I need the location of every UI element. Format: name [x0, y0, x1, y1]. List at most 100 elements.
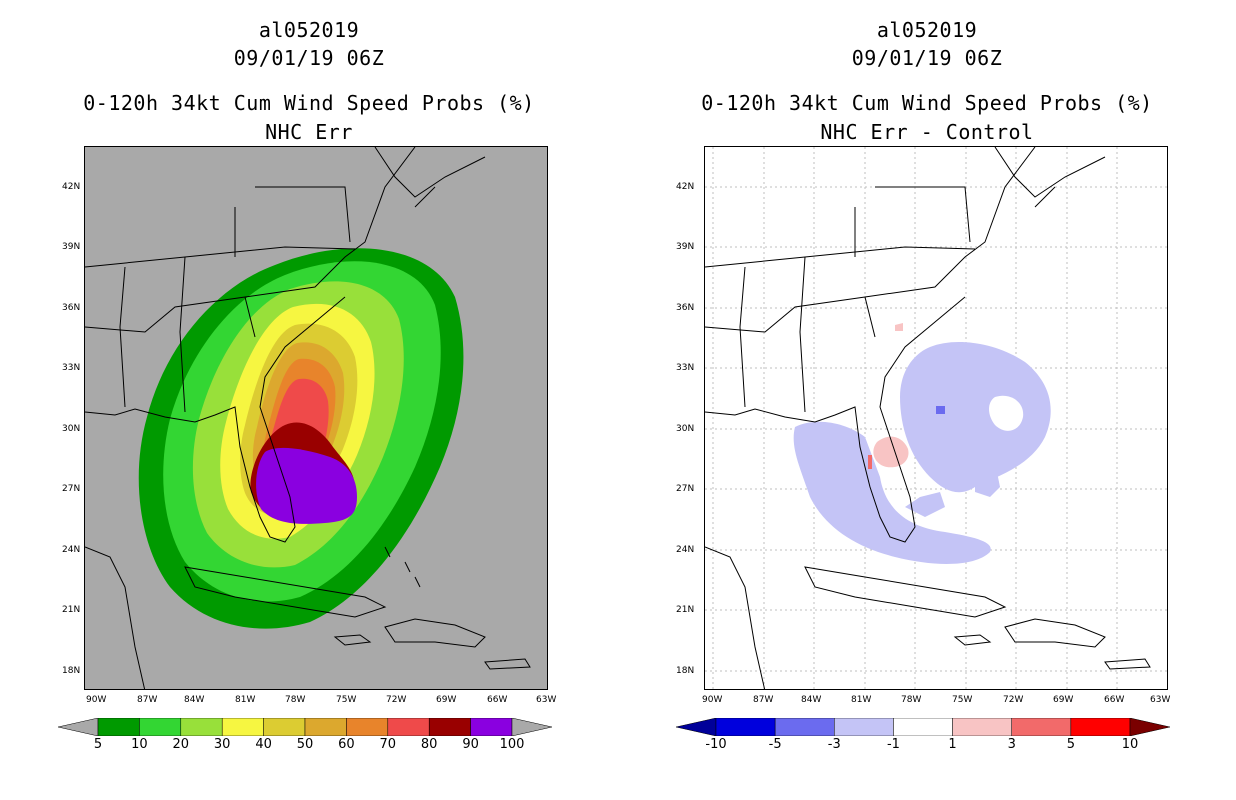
- colorbar-swatch: [139, 718, 182, 736]
- colorbar-label: 10: [131, 737, 148, 752]
- colorbar-swatch: [774, 718, 835, 736]
- left-panel: al052019 09/01/19 06Z 0-120h 34kt Cum Wi…: [58, 18, 557, 752]
- colorbar-swatch: [180, 718, 223, 736]
- right-panel: al052019 09/01/19 06Z 0-120h 34kt Cum Wi…: [618, 0, 1236, 800]
- colorbar-label: -1: [886, 737, 900, 752]
- colorbar-label: -10: [705, 737, 727, 752]
- colorbar-swatches: [58, 718, 552, 736]
- lon-label: 69W: [1053, 695, 1074, 705]
- lat-label: 18N: [676, 666, 695, 676]
- colorbar-label: 40: [255, 737, 272, 752]
- lon-label: 78W: [285, 695, 306, 705]
- difference-pink-region: [895, 323, 903, 331]
- lat-label: 21N: [676, 605, 695, 615]
- colorbar-swatch: [97, 718, 140, 736]
- lat-label: 42N: [676, 182, 695, 192]
- probability-colorbar: [58, 718, 552, 736]
- difference-contours: [705, 147, 1167, 689]
- colorbar-right-arrow: [511, 718, 552, 736]
- colorbar-label: 70: [379, 737, 397, 752]
- colorbar-swatch: [387, 718, 430, 736]
- colorbar-label: 3: [1007, 737, 1016, 752]
- storm-id-title: al052019: [876, 18, 978, 42]
- lon-label: 72W: [1003, 695, 1024, 705]
- colorbar-label: -5: [768, 737, 782, 752]
- colorbar-label: 10: [1121, 737, 1139, 752]
- difference-blue-region: [900, 342, 1051, 493]
- colorbar-swatch: [346, 718, 389, 736]
- lon-label: 63W: [1150, 695, 1171, 705]
- colorbar-swatches: [676, 718, 1170, 736]
- colorbar-swatch: [1011, 718, 1072, 736]
- lon-label: 81W: [851, 695, 872, 705]
- colorbar-swatch: [428, 718, 471, 736]
- lon-label: 90W: [702, 695, 723, 705]
- colorbar-left-arrow: [58, 718, 99, 736]
- lon-label: 87W: [753, 695, 774, 705]
- datetime-title: 09/01/19 06Z: [233, 46, 385, 70]
- colorbar-swatch: [221, 718, 264, 736]
- datetime-title: 09/01/19 06Z: [851, 46, 1003, 70]
- colorbar-label: -3: [827, 737, 841, 752]
- difference-white-hole: [989, 395, 1024, 431]
- product-title: 0-120h 34kt Cum Wind Speed Probs (%): [701, 91, 1153, 115]
- colorbar-swatch: [715, 718, 776, 736]
- lat-label: 33N: [62, 363, 81, 373]
- difference-pink-region: [873, 436, 909, 468]
- lat-label: 36N: [62, 303, 81, 313]
- storm-id-title: al052019: [258, 18, 360, 42]
- subtitle: NHC Err: [265, 120, 353, 144]
- lon-label: 84W: [184, 695, 205, 705]
- coastlines: [85, 147, 531, 689]
- lon-label: 87W: [137, 695, 158, 705]
- lon-label: 84W: [801, 695, 822, 705]
- colorbar-swatch: [1070, 718, 1131, 736]
- difference-colorbar: [676, 718, 1170, 736]
- difference-blue-region: [793, 421, 991, 564]
- colorbar-swatch: [263, 718, 306, 736]
- colorbar-left-arrow: [676, 718, 717, 736]
- colorbar-label: 50: [296, 737, 314, 752]
- colorbar-label: 90: [462, 737, 479, 752]
- coastlines: [705, 147, 1151, 689]
- lon-label: 72W: [386, 695, 407, 705]
- colorbar-swatch: [893, 718, 953, 736]
- lat-label: 39N: [62, 242, 81, 252]
- lat-label: 39N: [676, 242, 695, 252]
- difference-dark-blue-spot: [936, 406, 945, 414]
- difference-map: [704, 146, 1168, 690]
- colorbar-label: 60: [338, 737, 355, 752]
- lon-label: 75W: [336, 695, 357, 705]
- lon-label: 69W: [436, 695, 457, 705]
- lat-label: 21N: [62, 605, 81, 615]
- lat-label: 30N: [676, 424, 695, 434]
- lat-label: 33N: [676, 363, 695, 373]
- difference-blue-region: [975, 462, 1000, 497]
- lat-label: 24N: [62, 545, 81, 555]
- lon-label: 81W: [235, 695, 256, 705]
- probability-map: [84, 146, 548, 690]
- lat-label: 27N: [62, 484, 81, 494]
- difference-blue-region: [905, 492, 945, 517]
- colorbar-label: 100: [499, 737, 525, 752]
- lon-label: 78W: [901, 695, 922, 705]
- colorbar-swatch: [834, 718, 894, 736]
- lon-label: 75W: [952, 695, 973, 705]
- lon-label: 90W: [86, 695, 107, 705]
- colorbar-label: 30: [213, 737, 231, 752]
- colorbar-swatch: [304, 718, 347, 736]
- colorbar-right-arrow: [1129, 718, 1170, 736]
- lat-label: 27N: [676, 484, 695, 494]
- lon-label: 63W: [536, 695, 557, 705]
- lat-label: 24N: [676, 545, 695, 555]
- lon-label: 66W: [487, 695, 508, 705]
- product-title: 0-120h 34kt Cum Wind Speed Probs (%): [83, 91, 535, 115]
- subtitle: NHC Err - Control: [820, 120, 1034, 144]
- lat-label: 30N: [62, 424, 81, 434]
- colorbar-label: 20: [172, 737, 190, 752]
- colorbar-swatch: [952, 718, 1012, 736]
- colorbar-label: 5: [1066, 737, 1075, 752]
- lon-label: 66W: [1104, 695, 1125, 705]
- colorbar-swatch: [470, 718, 513, 736]
- colorbar-label: 5: [93, 737, 103, 752]
